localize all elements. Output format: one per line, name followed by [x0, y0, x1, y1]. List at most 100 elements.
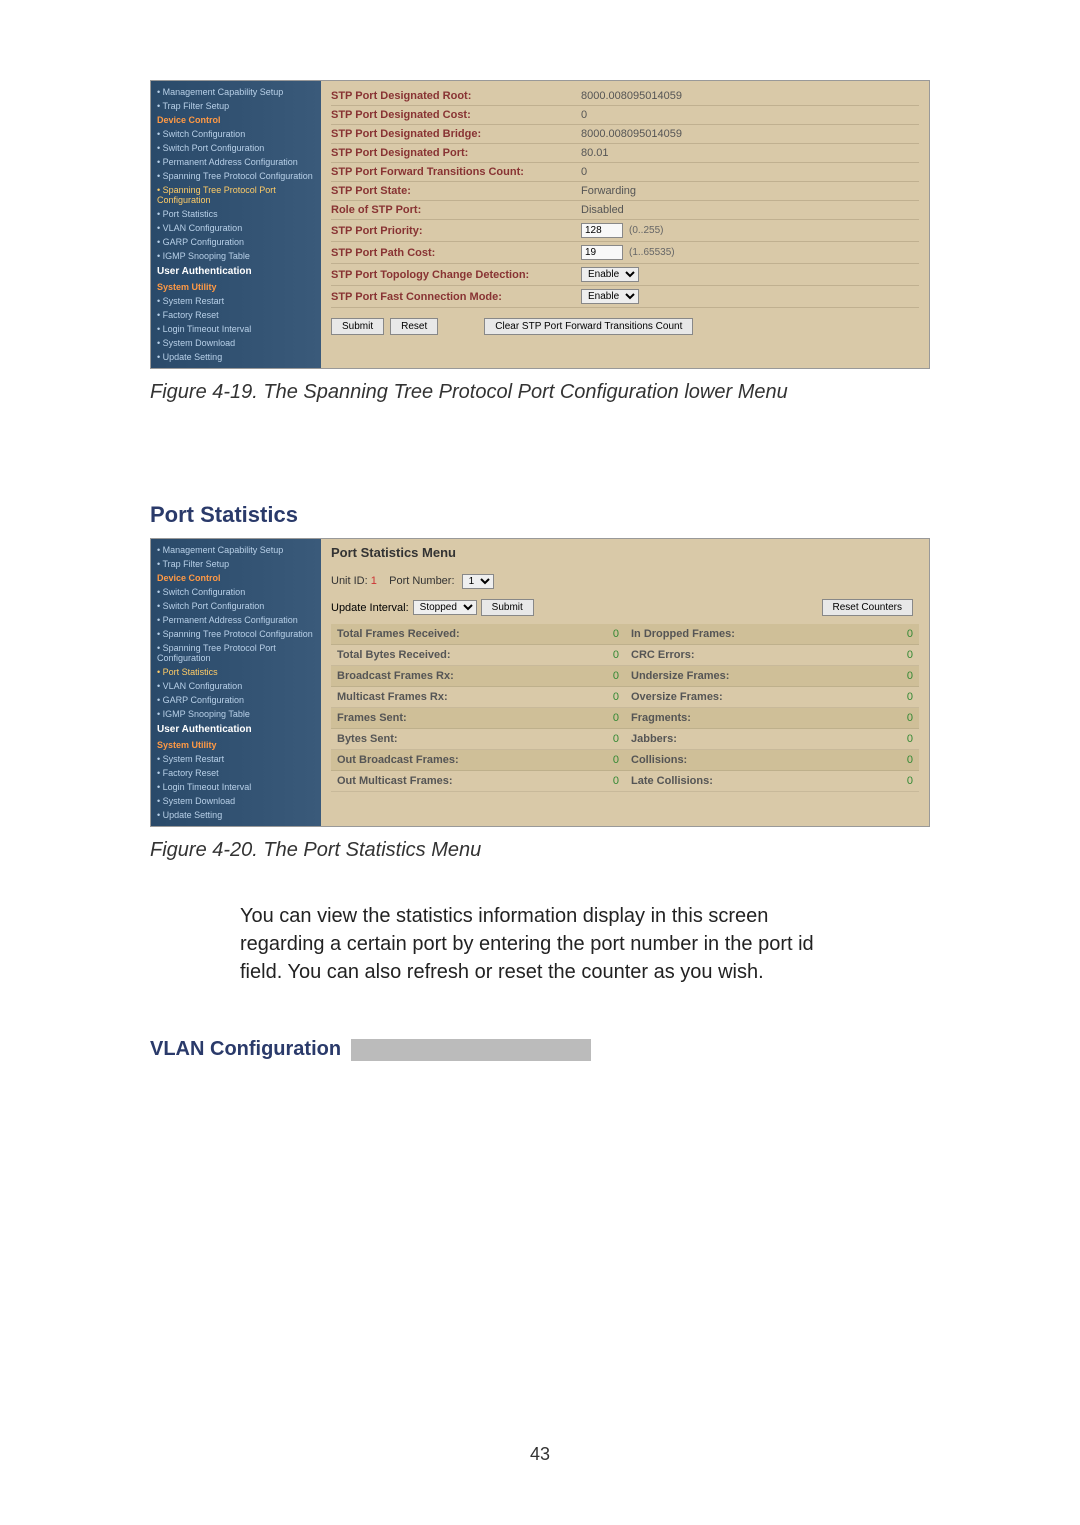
port-stats-main-panel: Port Statistics Menu Unit ID: 1 Port Num…	[321, 539, 929, 826]
sidebar-item[interactable]: • Update Setting	[157, 808, 315, 822]
sidebar-item[interactable]: • Spanning Tree Protocol Configuration	[157, 169, 315, 183]
sidebar-item[interactable]: • Login Timeout Interval	[157, 780, 315, 794]
sidebar-item[interactable]: • Switch Configuration	[157, 585, 315, 599]
sidebar-item[interactable]: User Authentication	[157, 263, 315, 280]
stat-label: Late Collisions:	[625, 771, 846, 792]
stp-pathcost-input[interactable]	[581, 245, 623, 260]
submit-button[interactable]: Submit	[331, 318, 384, 335]
stp-main-panel: STP Port Designated Root:8000.0080950140…	[321, 81, 929, 368]
body-paragraph: You can view the statistics information …	[240, 890, 840, 998]
sidebar-item[interactable]: • Update Setting	[157, 350, 315, 364]
config-value: 80.01	[581, 147, 609, 159]
unit-id-value: 1	[371, 575, 377, 587]
clear-transitions-button[interactable]: Clear STP Port Forward Transitions Count	[484, 318, 693, 335]
config-value: 8000.008095014059	[581, 128, 682, 140]
sidebar-item[interactable]: • Switch Port Configuration	[157, 599, 315, 613]
table-row: Out Broadcast Frames:0Collisions:0	[331, 750, 919, 771]
sidebar-item[interactable]: • System Download	[157, 336, 315, 350]
stat-value: 0	[552, 645, 626, 666]
sidebar-item[interactable]: • System Restart	[157, 752, 315, 766]
sidebar-item[interactable]: • Permanent Address Configuration	[157, 613, 315, 627]
config-value: 8000.008095014059	[581, 90, 682, 102]
sidebar-item[interactable]: System Utility	[157, 738, 315, 752]
sidebar-item[interactable]: Device Control	[157, 571, 315, 585]
sidebar-item[interactable]: • System Restart	[157, 294, 315, 308]
stat-label: Jabbers:	[625, 729, 846, 750]
stat-value: 0	[846, 708, 920, 729]
stp-topology-select[interactable]: Enable	[581, 267, 639, 282]
stp-fastconn-select[interactable]: Enable	[581, 289, 639, 304]
sidebar-item[interactable]: • Management Capability Setup	[157, 543, 315, 557]
figure-4-19-caption: Figure 4-19. The Spanning Tree Protocol …	[150, 377, 930, 432]
stat-label: In Dropped Frames:	[625, 624, 846, 645]
stat-label: Out Broadcast Frames:	[331, 750, 552, 771]
stat-label: Multicast Frames Rx:	[331, 687, 552, 708]
stats-submit-button[interactable]: Submit	[481, 599, 534, 616]
stats-table: Total Frames Received:0In Dropped Frames…	[331, 624, 919, 792]
config-value: Disabled	[581, 204, 624, 216]
stp-fastconn-label: STP Port Fast Connection Mode:	[331, 291, 581, 303]
sidebar-item[interactable]: • GARP Configuration	[157, 235, 315, 249]
sidebar: • Management Capability Setup• Trap Filt…	[151, 81, 321, 368]
vlan-config-heading: VLAN Configuration	[150, 1038, 341, 1061]
stat-label: Total Bytes Received:	[331, 645, 552, 666]
port-number-label: Port Number:	[389, 575, 454, 587]
stat-value: 0	[552, 687, 626, 708]
config-label: STP Port Designated Port:	[331, 147, 581, 159]
page-number: 43	[0, 1444, 1080, 1465]
stp-priority-input[interactable]	[581, 223, 623, 238]
sidebar-item[interactable]: • Port Statistics	[157, 207, 315, 221]
stat-label: Total Frames Received:	[331, 624, 552, 645]
stat-label: Frames Sent:	[331, 708, 552, 729]
sidebar-item[interactable]: • VLAN Configuration	[157, 679, 315, 693]
sidebar-item[interactable]: • Spanning Tree Protocol Port Configurat…	[157, 641, 315, 665]
stat-value: 0	[552, 624, 626, 645]
config-label: STP Port Forward Transitions Count:	[331, 166, 581, 178]
sidebar-item[interactable]: • Factory Reset	[157, 308, 315, 322]
sidebar-item[interactable]: • Factory Reset	[157, 766, 315, 780]
update-interval-select[interactable]: Stopped	[413, 600, 477, 615]
config-label: STP Port Designated Root:	[331, 90, 581, 102]
stp-priority-label: STP Port Priority:	[331, 225, 581, 237]
sidebar-item[interactable]: User Authentication	[157, 721, 315, 738]
sidebar-item[interactable]: • Management Capability Setup	[157, 85, 315, 99]
sidebar-item[interactable]: Device Control	[157, 113, 315, 127]
port-number-select[interactable]: 1	[462, 574, 494, 589]
config-label: STP Port Designated Bridge:	[331, 128, 581, 140]
stp-pathcost-hint: (1..65535)	[629, 247, 675, 258]
sidebar-item[interactable]: • Spanning Tree Protocol Port Configurat…	[157, 183, 315, 207]
sidebar-item[interactable]: System Utility	[157, 280, 315, 294]
sidebar-item[interactable]: • Login Timeout Interval	[157, 322, 315, 336]
sidebar-item[interactable]: • Switch Port Configuration	[157, 141, 315, 155]
sidebar-item[interactable]: • IGMP Snooping Table	[157, 707, 315, 721]
stat-label: Out Multicast Frames:	[331, 771, 552, 792]
sidebar-item[interactable]: • Port Statistics	[157, 665, 315, 679]
stat-label: CRC Errors:	[625, 645, 846, 666]
sidebar-item[interactable]: • Switch Configuration	[157, 127, 315, 141]
stat-label: Undersize Frames:	[625, 666, 846, 687]
port-statistics-heading: Port Statistics	[150, 502, 930, 538]
reset-counters-button[interactable]: Reset Counters	[822, 599, 913, 616]
sidebar-item[interactable]: • System Download	[157, 794, 315, 808]
figure-4-20-caption: Figure 4-20. The Port Statistics Menu	[150, 835, 930, 890]
stat-value: 0	[552, 729, 626, 750]
config-label: STP Port State:	[331, 185, 581, 197]
config-label: STP Port Designated Cost:	[331, 109, 581, 121]
stp-pathcost-label: STP Port Path Cost:	[331, 247, 581, 259]
sidebar-item[interactable]: • GARP Configuration	[157, 693, 315, 707]
table-row: Broadcast Frames Rx:0Undersize Frames:0	[331, 666, 919, 687]
stp-topology-label: STP Port Topology Change Detection:	[331, 269, 581, 281]
config-label: Role of STP Port:	[331, 204, 581, 216]
stat-value: 0	[552, 750, 626, 771]
config-value: Forwarding	[581, 185, 636, 197]
sidebar-item[interactable]: • Trap Filter Setup	[157, 557, 315, 571]
stat-label: Bytes Sent:	[331, 729, 552, 750]
sidebar-item[interactable]: • Trap Filter Setup	[157, 99, 315, 113]
stat-value: 0	[846, 750, 920, 771]
sidebar-item[interactable]: • VLAN Configuration	[157, 221, 315, 235]
table-row: Total Frames Received:0In Dropped Frames…	[331, 624, 919, 645]
sidebar-item[interactable]: • Permanent Address Configuration	[157, 155, 315, 169]
sidebar-item[interactable]: • Spanning Tree Protocol Configuration	[157, 627, 315, 641]
reset-button[interactable]: Reset	[390, 318, 438, 335]
sidebar-item[interactable]: • IGMP Snooping Table	[157, 249, 315, 263]
